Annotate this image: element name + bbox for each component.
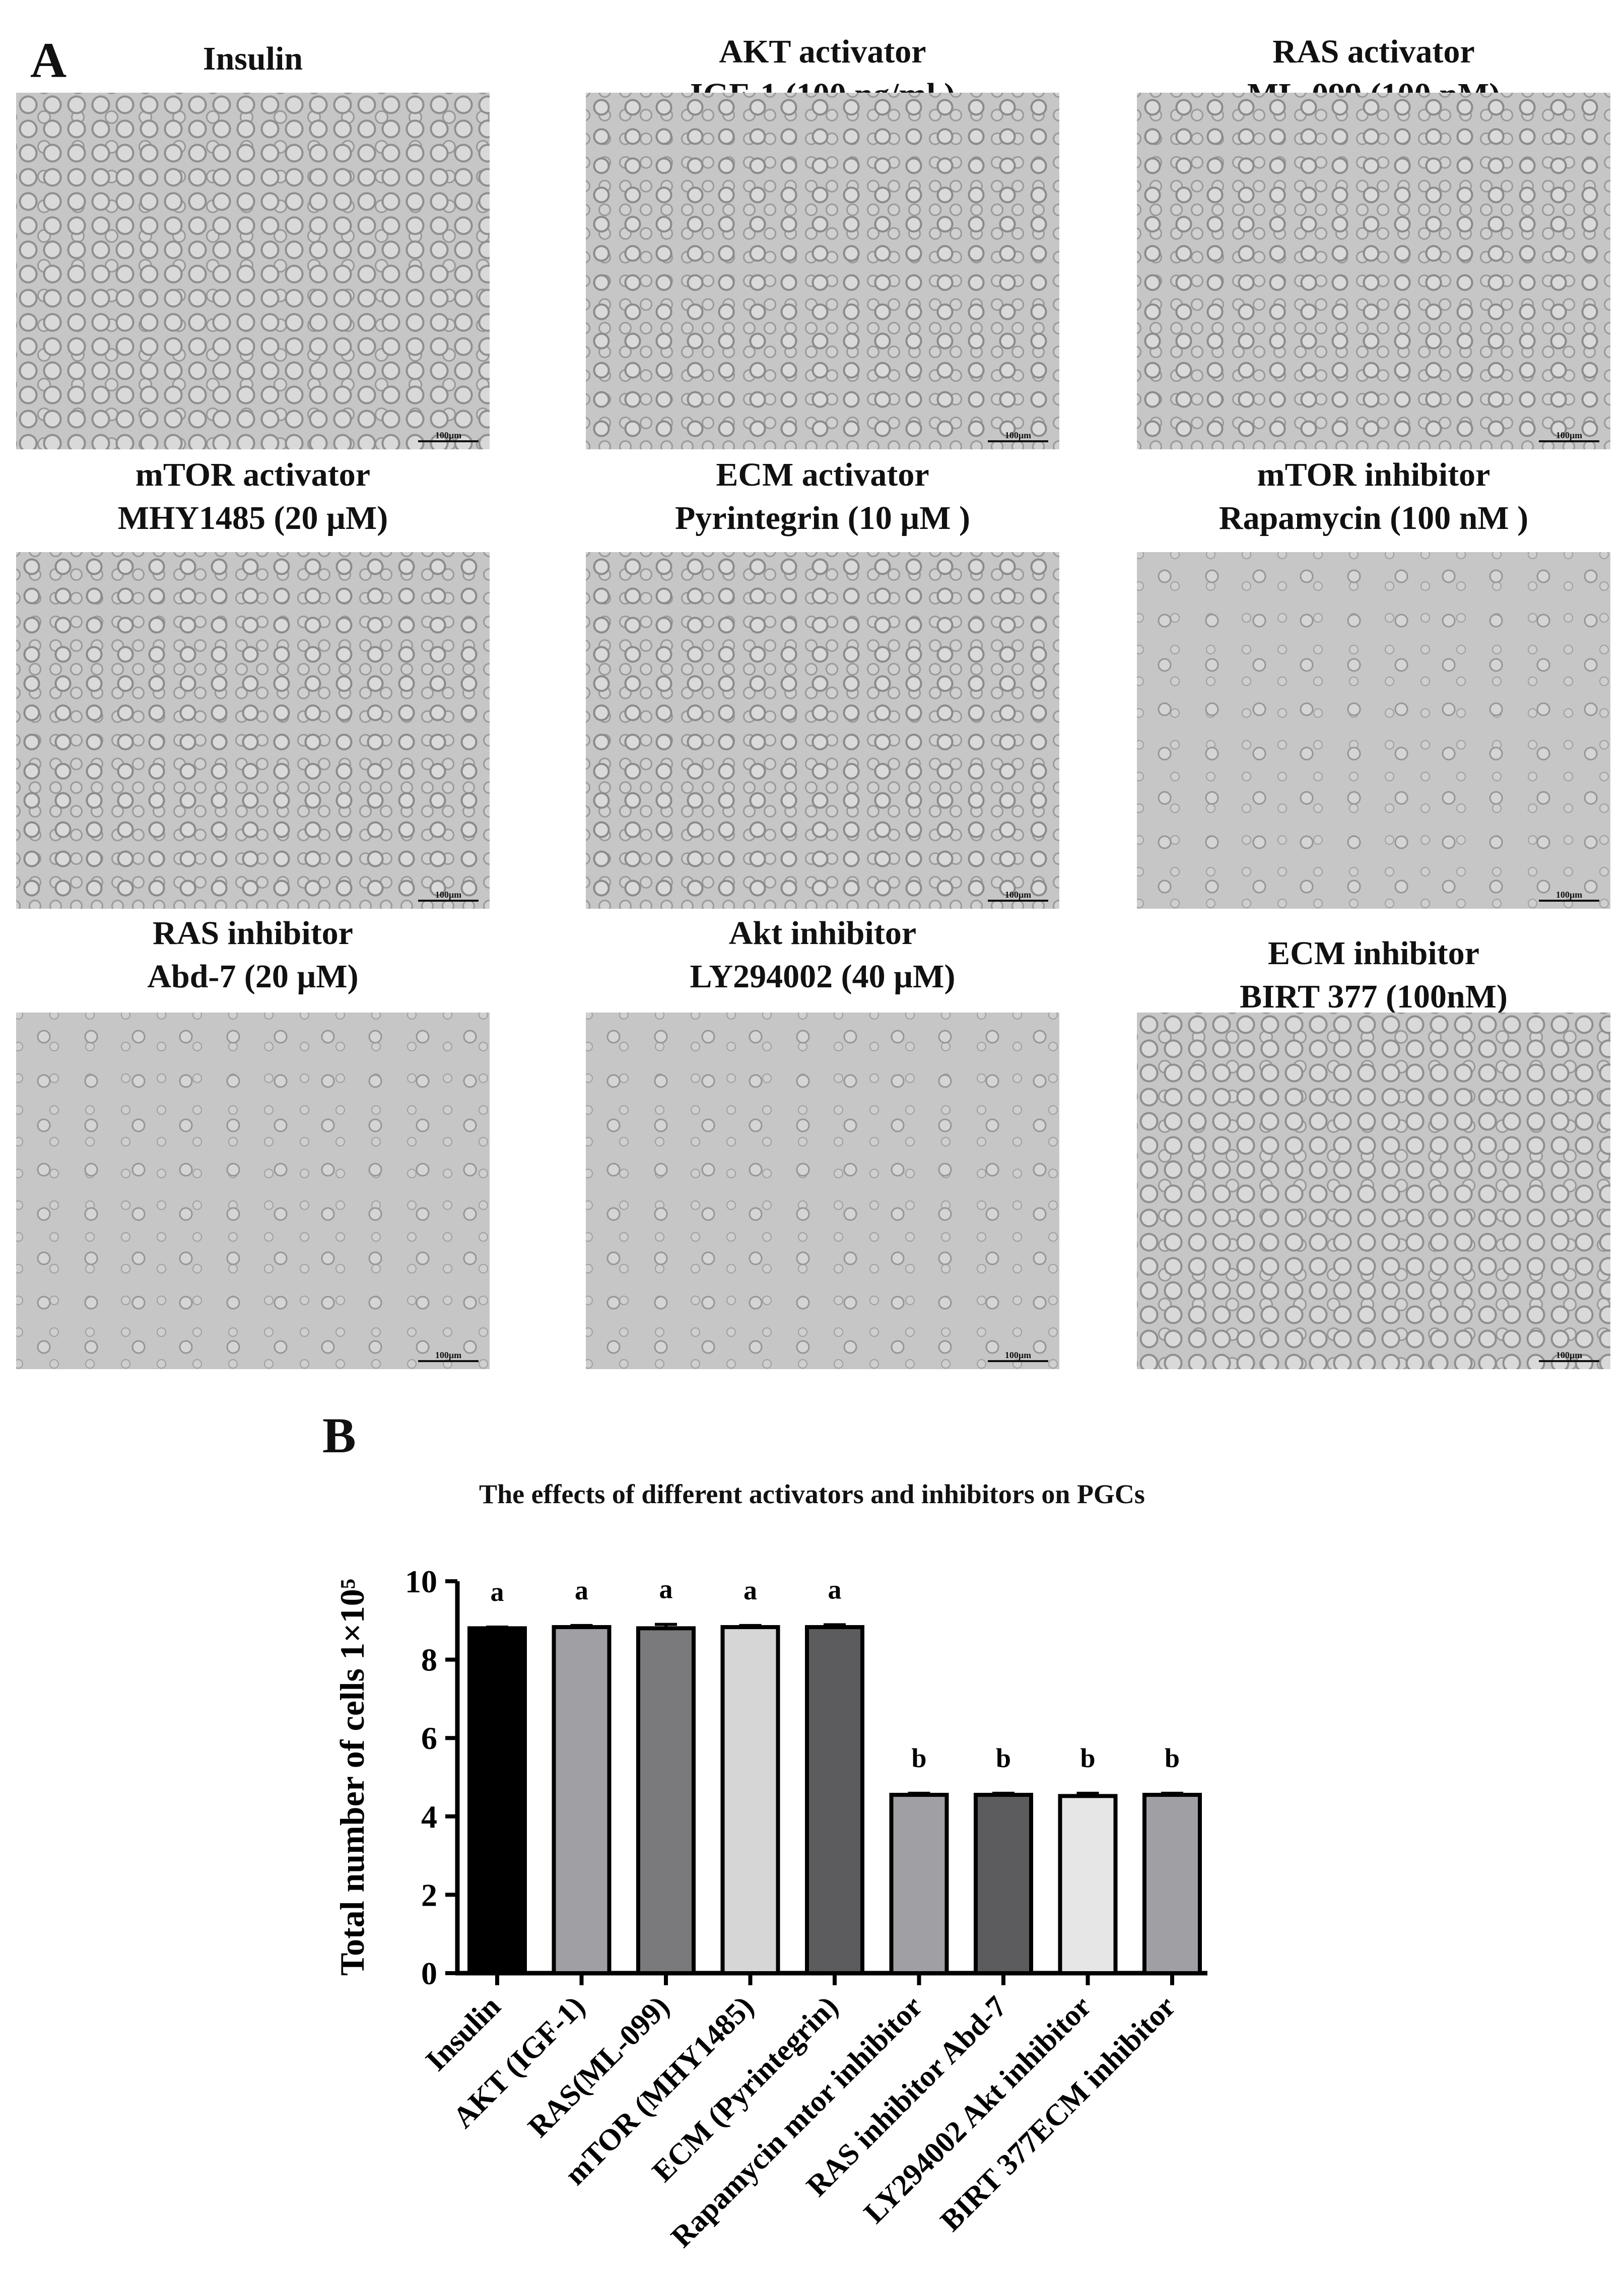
micrograph-image: 100µm: [16, 93, 490, 449]
scale-bar-line: [988, 900, 1048, 902]
y-tick-label: 10: [405, 1564, 437, 1599]
micrograph-title-line: Abd-7 (20 µM): [147, 958, 359, 995]
micrograph-title: mTOR inhibitor Rapamycin (100 nM ): [1137, 453, 1610, 540]
chart-title: The effects of different activators and …: [479, 1479, 1145, 1509]
scale-bar-line: [1539, 440, 1599, 442]
micrograph-title-line: Akt inhibitor: [728, 915, 917, 952]
micrograph-image: 100µm: [1137, 552, 1610, 909]
bar: [974, 1793, 1033, 1975]
scale-bar: 100µm: [988, 430, 1048, 442]
micrograph-title-line: BIRT 377 (100nM): [1240, 978, 1508, 1015]
bar: [636, 1626, 696, 1976]
bar: [467, 1626, 527, 1976]
bar: [805, 1625, 864, 1975]
scale-bar-line: [988, 1360, 1048, 1362]
bar: [1058, 1794, 1118, 1975]
significance-letter: b: [911, 1743, 926, 1773]
scale-bar-label: 100µm: [435, 430, 462, 440]
scale-bar-label: 100µm: [1004, 1350, 1032, 1360]
micrograph-title-line: Insulin: [202, 40, 303, 77]
scale-bar: 100µm: [418, 890, 479, 902]
significance-letter: a: [743, 1575, 757, 1605]
significance-letter: b: [1165, 1743, 1180, 1773]
micrograph-title-line: Pyrintegrin (10 µM ): [674, 500, 971, 536]
micrograph-image: 100µm: [16, 1013, 490, 1369]
significance-letter: a: [659, 1574, 673, 1604]
scale-bar: 100µm: [418, 430, 479, 442]
micrograph-title: ECM inhibitor BIRT 377 (100nM): [1137, 932, 1610, 1019]
micrograph-title-line: RAS activator: [1272, 33, 1475, 70]
micrograph-title-line: RAS inhibitor: [153, 915, 353, 952]
micrograph-title: mTOR activator MHY1485 (20 µM): [16, 453, 490, 540]
scale-bar: 100µm: [988, 890, 1048, 902]
significance-letter: a: [491, 1577, 504, 1607]
micrograph-image: 100µm: [16, 552, 490, 909]
scale-bar-line: [418, 1360, 479, 1362]
micrograph-title-line: LY294002 (40 µM): [690, 958, 956, 995]
y-tick-label: 6: [421, 1720, 437, 1756]
micrograph-title-line: Rapamycin (100 nM ): [1219, 500, 1529, 536]
scale-bar: 100µm: [1539, 430, 1599, 442]
scale-bar: 100µm: [988, 1350, 1048, 1362]
scale-bar-line: [1539, 900, 1599, 902]
significance-letter: a: [575, 1575, 588, 1605]
bar: [552, 1625, 612, 1975]
panel-a-letter: A: [30, 32, 67, 88]
micrograph-title-line: mTOR inhibitor: [1257, 456, 1491, 493]
panel-b-letter: B: [322, 1407, 356, 1463]
micrograph-title-line: ECM inhibitor: [1268, 935, 1479, 972]
y-tick-label: 0: [421, 1956, 437, 1991]
y-tick-label: 8: [421, 1642, 437, 1678]
significance-letter: a: [828, 1574, 842, 1604]
scale-bar-label: 100µm: [435, 1350, 462, 1360]
micrograph-title: RAS inhibitor Abd-7 (20 µM): [16, 912, 490, 998]
scale-bar-label: 100µm: [1004, 890, 1032, 900]
micrograph-title: Akt inhibitor LY294002 (40 µM): [586, 912, 1059, 998]
bar: [1142, 1793, 1202, 1975]
bar: [720, 1625, 780, 1975]
significance-letter: b: [1080, 1743, 1095, 1773]
scale-bar-label: 100µm: [1555, 430, 1583, 440]
scale-bar-line: [418, 440, 479, 442]
micrograph-title-line: MHY1485 (20 µM): [117, 500, 388, 536]
scale-bar-label: 100µm: [1555, 890, 1583, 900]
scale-bar: 100µm: [418, 1350, 479, 1362]
scale-bar-line: [1539, 1360, 1599, 1362]
scale-bar-line: [418, 900, 479, 902]
bar: [889, 1793, 949, 1975]
micrograph-title: Insulin: [16, 37, 490, 81]
micrograph-title-line: ECM activator: [716, 456, 929, 493]
scale-bar-line: [988, 440, 1048, 442]
scale-bar-label: 100µm: [435, 890, 462, 900]
micrograph-title: ECM activator Pyrintegrin (10 µM ): [586, 453, 1059, 540]
scale-bar: 100µm: [1539, 890, 1599, 902]
y-axis-label: Total number of cells 1×10⁵: [333, 1579, 371, 1976]
micrograph-image: 100µm: [586, 93, 1059, 449]
micrograph-title-line: mTOR activator: [135, 456, 371, 493]
scale-bar: 100µm: [1539, 1350, 1599, 1362]
micrograph-image: 100µm: [586, 1013, 1059, 1369]
scale-bar-label: 100µm: [1004, 430, 1032, 440]
micrograph-image: 100µm: [586, 552, 1059, 909]
significance-letter: b: [996, 1743, 1011, 1773]
micrograph-image: 100µm: [1137, 1013, 1610, 1369]
micrograph-title-line: AKT activator: [719, 33, 926, 70]
y-tick-label: 4: [421, 1799, 437, 1835]
scale-bar-label: 100µm: [1555, 1350, 1583, 1360]
y-tick-label: 2: [421, 1877, 437, 1913]
micrograph-image: 100µm: [1137, 93, 1610, 449]
